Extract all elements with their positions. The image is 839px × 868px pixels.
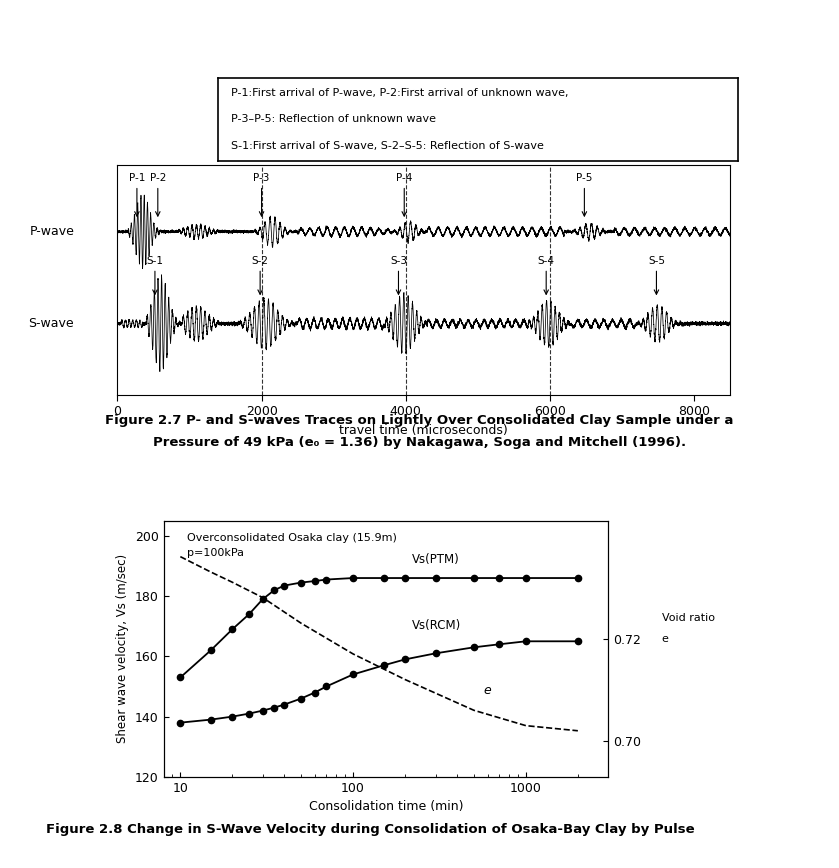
Text: Vs(PTM): Vs(PTM) — [412, 553, 460, 566]
Text: P-4: P-4 — [396, 174, 413, 183]
Text: Void ratio: Void ratio — [662, 613, 715, 623]
Text: P-wave: P-wave — [29, 225, 74, 238]
Text: S-2: S-2 — [252, 256, 268, 266]
Text: P-3–P-5: Reflection of unknown wave: P-3–P-5: Reflection of unknown wave — [232, 115, 436, 124]
Text: e: e — [662, 634, 669, 643]
Text: S-1: S-1 — [147, 256, 164, 266]
Text: P-3: P-3 — [253, 174, 270, 183]
Text: S-4: S-4 — [538, 256, 555, 266]
Text: Overconsolidated Osaka clay (15.9m): Overconsolidated Osaka clay (15.9m) — [187, 533, 398, 542]
Text: P-1: P-1 — [128, 174, 145, 183]
Text: S-5: S-5 — [648, 256, 665, 266]
Text: S-wave: S-wave — [29, 317, 74, 330]
Text: p=100kPa: p=100kPa — [187, 548, 244, 558]
Text: Pressure of 49 kPa (e₀ = 1.36) by Nakagawa, Soga and Mitchell (1996).: Pressure of 49 kPa (e₀ = 1.36) by Nakaga… — [153, 436, 686, 449]
Text: Figure 2.7 P- and S-waves Traces on Lightly Over Consolidated Clay Sample under : Figure 2.7 P- and S-waves Traces on Ligh… — [106, 414, 733, 427]
Text: P-1:First arrival of P-wave, P-2:First arrival of unknown wave,: P-1:First arrival of P-wave, P-2:First a… — [232, 88, 569, 98]
Text: S-3: S-3 — [390, 256, 407, 266]
Text: P-5: P-5 — [576, 174, 592, 183]
Y-axis label: Shear wave velocity, Vs (m/sec): Shear wave velocity, Vs (m/sec) — [117, 555, 129, 743]
X-axis label: travel time (microseconds): travel time (microseconds) — [339, 424, 508, 437]
Text: e: e — [483, 685, 492, 698]
Text: Vs(RCM): Vs(RCM) — [412, 619, 461, 632]
Text: Figure 2.8 Change in S-Wave Velocity during Consolidation of Osaka-Bay Clay by P: Figure 2.8 Change in S-Wave Velocity dur… — [46, 823, 695, 836]
X-axis label: Consolidation time (min): Consolidation time (min) — [309, 800, 463, 813]
Text: S-1:First arrival of S-wave, S-2–S-5: Reflection of S-wave: S-1:First arrival of S-wave, S-2–S-5: Re… — [232, 141, 544, 151]
Text: P-2: P-2 — [149, 174, 166, 183]
